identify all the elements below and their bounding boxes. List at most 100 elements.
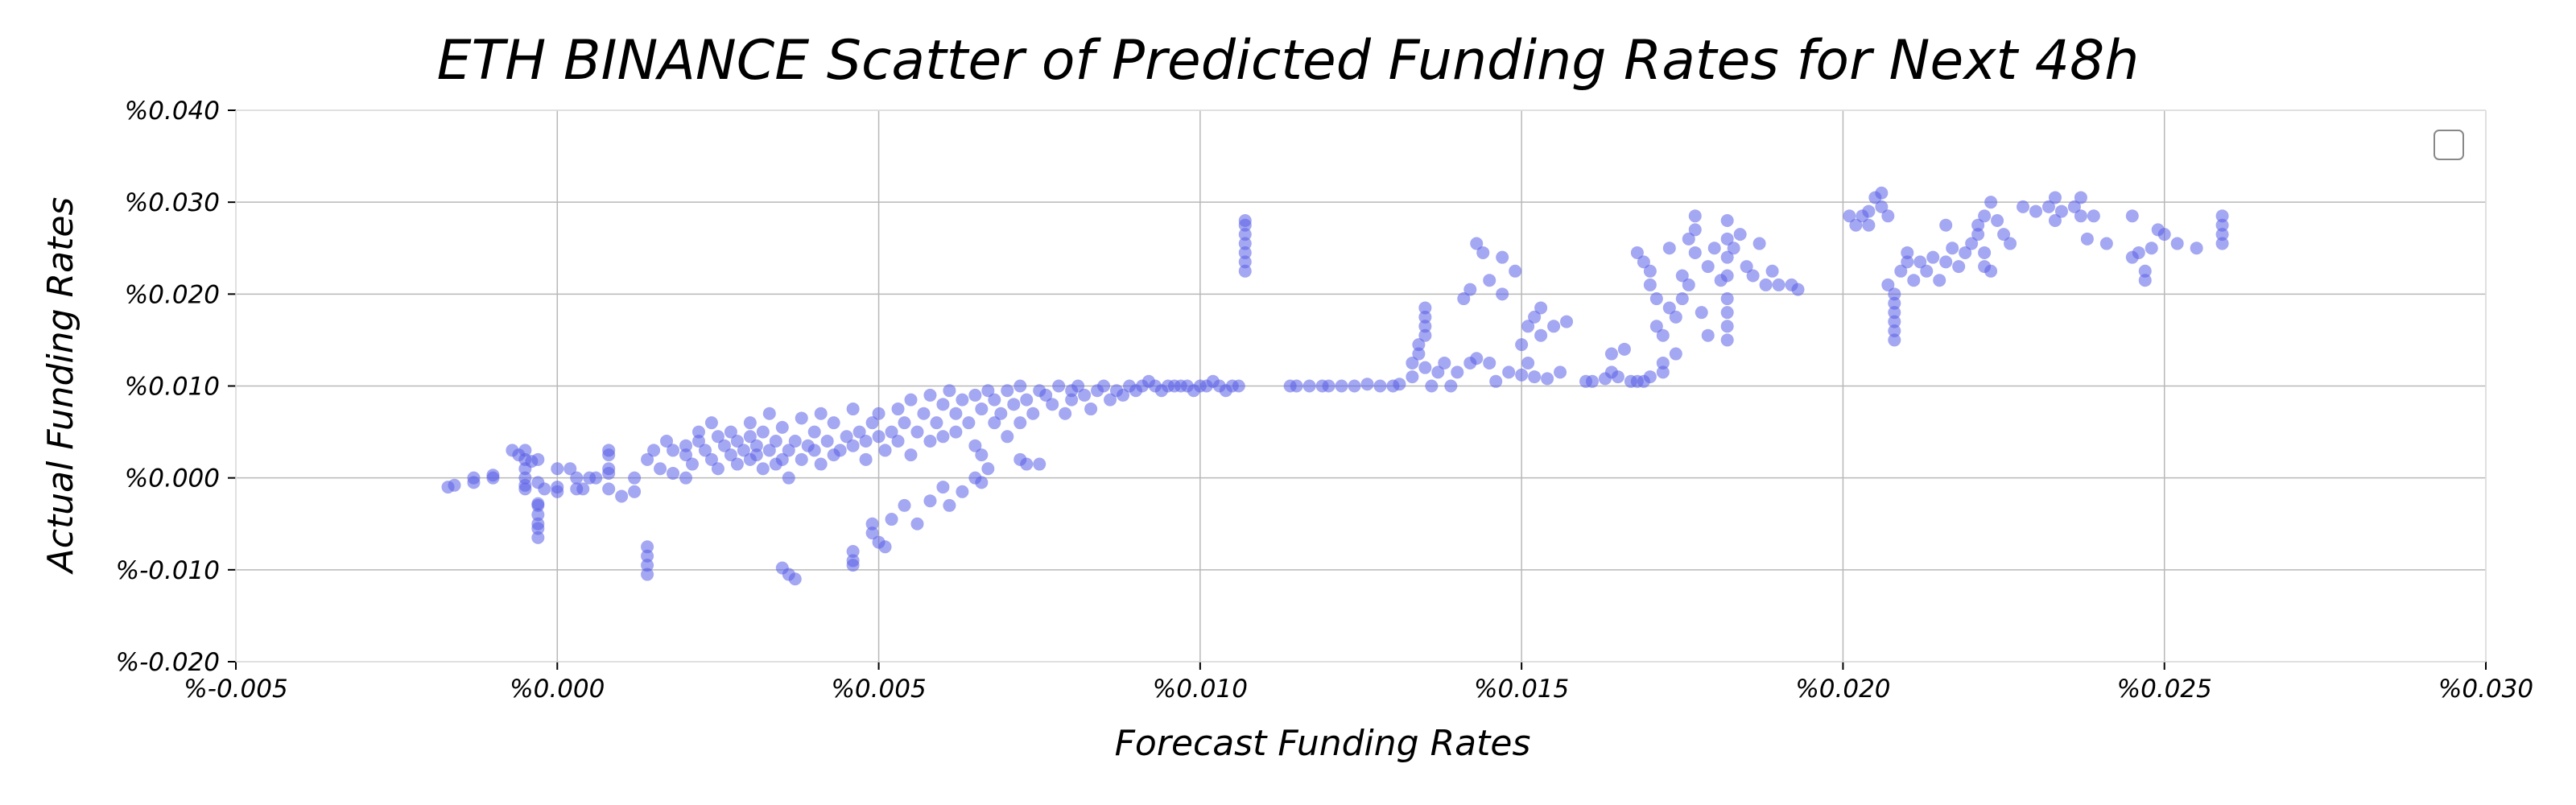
scatter-point (525, 455, 539, 469)
scatter-point (2215, 209, 2229, 223)
scatter-point (1720, 250, 1734, 264)
scatter-point (667, 444, 680, 457)
scatter-point (1939, 255, 1953, 269)
scatter-point (1984, 264, 1998, 278)
scatter-point (1630, 246, 1644, 259)
scatter-point (1849, 218, 1863, 232)
scatter-point (891, 435, 905, 448)
scatter-point (1412, 347, 1426, 361)
scatter-point (749, 439, 763, 452)
scatter-point (846, 545, 860, 558)
scatter-point (1238, 237, 1252, 250)
scatter-point (1515, 338, 1529, 352)
scatter-point (1483, 356, 1496, 369)
scatter-point (1238, 264, 1252, 278)
scatter-point (1662, 242, 1676, 255)
scatter-point (743, 416, 757, 430)
scatter-point (2099, 237, 2113, 250)
scatter-point (711, 462, 724, 476)
scatter-point (1701, 328, 1715, 342)
scatter-point (814, 407, 828, 420)
scatter-point (1901, 255, 1914, 269)
scatter-point (807, 425, 821, 439)
scatter-point (885, 425, 898, 439)
y-tick-label: %0.030 (125, 188, 220, 217)
scatter-point (1065, 393, 1079, 407)
scatter-point (872, 430, 886, 444)
scatter-point (2080, 232, 2094, 246)
scatter-point (788, 572, 802, 586)
scatter-point (1418, 301, 1432, 315)
legend-box (2434, 130, 2464, 160)
scatter-point (1720, 306, 1734, 320)
scatter-point (923, 435, 937, 448)
scatter-point (2048, 214, 2062, 227)
scatter-point (1643, 264, 1657, 278)
scatter-point (1611, 370, 1624, 384)
scatter-point (448, 478, 461, 492)
scatter-point (1451, 365, 1464, 379)
scatter-point (2215, 237, 2229, 250)
scatter-point (859, 452, 873, 466)
scatter-point (1894, 264, 1908, 278)
scatter-point (1727, 242, 1740, 255)
scatter-point (923, 494, 937, 508)
scatter-point (1656, 328, 1670, 342)
scatter-point (576, 482, 590, 496)
scatter-point (943, 384, 956, 398)
scatter-point (1901, 246, 1914, 259)
scatter-point (1720, 214, 1734, 227)
scatter-point (988, 416, 1001, 430)
scatter-point (749, 448, 763, 462)
scatter-point (1001, 430, 1014, 444)
scatter-point (704, 416, 718, 430)
scatter-point (1656, 356, 1670, 369)
y-axis-label: Actual Funding Rates (40, 197, 81, 576)
scatter-point (1695, 306, 1708, 320)
scatter-point (602, 466, 616, 480)
scatter-point (956, 485, 969, 498)
scatter-point (1084, 402, 1098, 416)
scatter-point (679, 471, 692, 485)
scatter-point (775, 420, 789, 434)
scatter-point (1360, 378, 1374, 391)
scatter-point (878, 540, 892, 554)
scatter-point (724, 448, 737, 462)
scatter-point (2132, 246, 2145, 259)
scatter-point (1637, 255, 1650, 269)
scatter-point (724, 425, 737, 439)
scatter-point (814, 457, 828, 471)
scatter-point (667, 466, 680, 480)
scatter-point (602, 482, 616, 496)
scatter-point (641, 452, 654, 466)
scatter-point (904, 393, 918, 407)
scatter-point (679, 448, 692, 462)
scatter-point (1888, 333, 1901, 347)
scatter-point (846, 439, 860, 452)
scatter-point (486, 469, 500, 482)
scatter-point (936, 398, 950, 411)
scatter-point (1534, 328, 1548, 342)
x-tick-label: %-0.005 (184, 675, 287, 704)
scatter-point (737, 444, 750, 457)
x-tick-label: %0.030 (2438, 675, 2533, 704)
scatter-point (865, 517, 879, 530)
scatter-point (981, 384, 995, 398)
scatter-point (1322, 379, 1335, 393)
x-tick-label: %0.025 (2117, 675, 2212, 704)
scatter-point (756, 425, 770, 439)
scatter-point (1541, 372, 1554, 386)
scatter-point (1888, 287, 1901, 301)
scatter-point (1669, 310, 1682, 324)
scatter-point (1528, 310, 1542, 324)
scatter-point (1862, 218, 1876, 232)
scatter-point (1971, 228, 1985, 242)
x-tick-label: %0.015 (1474, 675, 1569, 704)
scatter-point (885, 513, 898, 526)
scatter-point (531, 508, 545, 522)
scatter-point (943, 498, 956, 512)
scatter-point (2067, 200, 2081, 213)
scatter-point (2004, 237, 2017, 250)
scatter-point (589, 471, 603, 485)
